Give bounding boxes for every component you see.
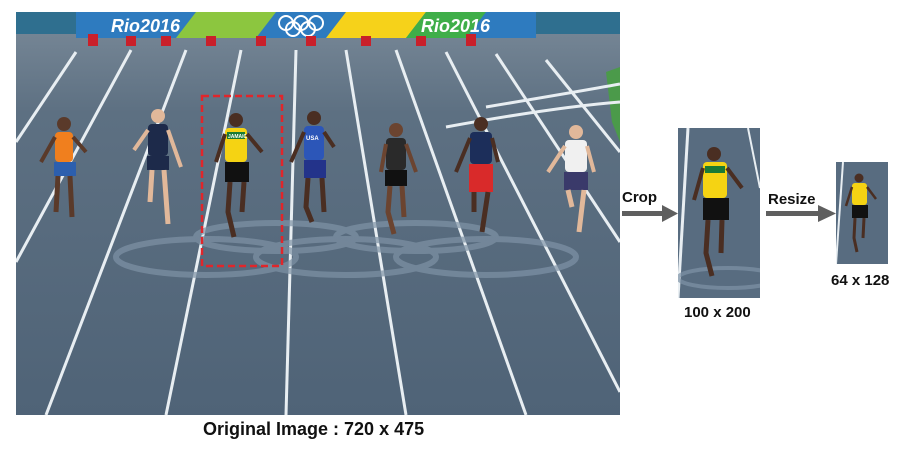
resize-label: Resize (768, 191, 816, 208)
runner-2 (132, 109, 183, 225)
resized-image (836, 162, 888, 264)
runner-4-usa: USA (289, 111, 336, 223)
hurdle-row (88, 34, 476, 46)
track-rings-logo (113, 220, 579, 278)
runner-1 (39, 117, 88, 218)
rio-banner: Rio2016 Rio2016 (76, 12, 536, 38)
bib-usa: USA (306, 136, 319, 142)
resized-image-scene (836, 162, 888, 264)
olympic-rings-icon (278, 15, 324, 37)
cropped-image-scene (678, 128, 760, 298)
banner-text-left: Rio2016 (111, 16, 181, 36)
original-image-scene: Rio2016 Rio2016 (16, 12, 620, 415)
resize-size-label: 64 x 128 (831, 272, 890, 289)
crop-label: Crop (622, 189, 657, 206)
runner-6 (454, 117, 500, 233)
crop-arrow-icon (622, 205, 678, 222)
cropped-image (678, 128, 760, 298)
crop-size-label: 100 x 200 (684, 304, 751, 321)
runner-7 (546, 125, 596, 233)
bib-jamaica: JAMAICA (228, 134, 251, 140)
banner-text-right: Rio2016 (421, 16, 491, 36)
runner-3-jamaica: JAMAICA (214, 113, 264, 238)
crop-box (200, 94, 284, 268)
original-image: Rio2016 Rio2016 (16, 12, 620, 415)
original-caption: Original Image : 720 x 475 (203, 419, 425, 439)
resize-arrow-icon (766, 205, 836, 222)
runner-5 (379, 123, 418, 235)
